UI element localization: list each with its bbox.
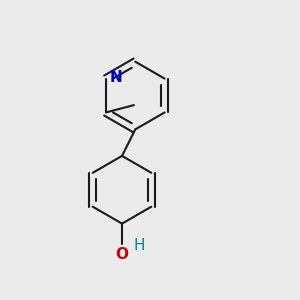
Text: N: N [110,70,122,85]
Text: O: O [116,247,128,262]
Text: H: H [133,238,145,253]
